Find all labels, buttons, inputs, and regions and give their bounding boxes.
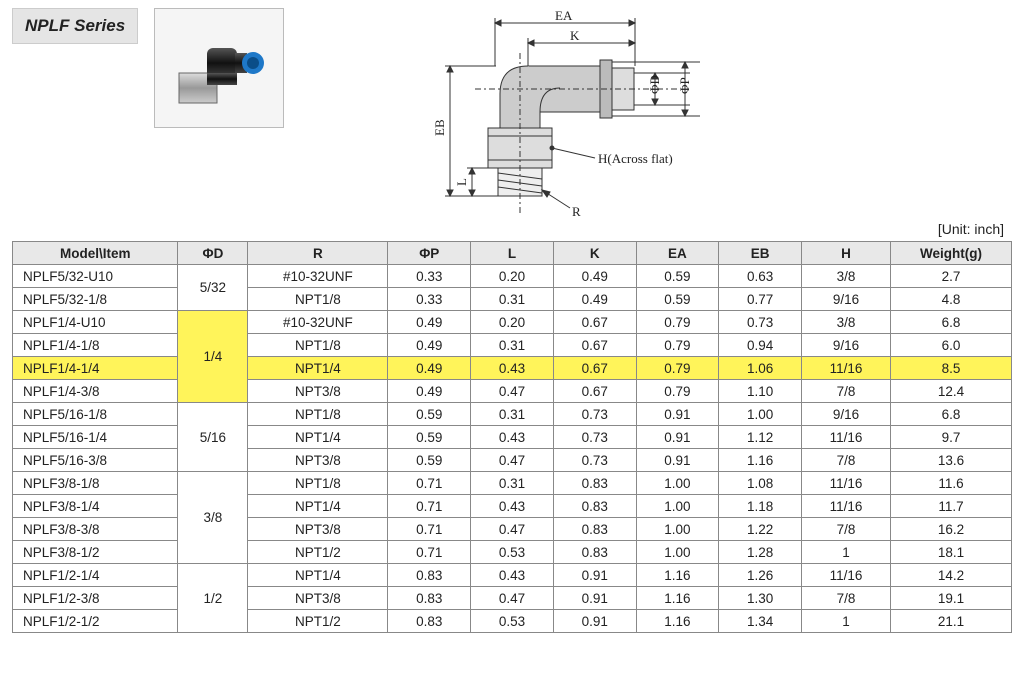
col-header: K bbox=[553, 242, 636, 265]
table-row: NPLF3/8-1/4NPT1/40.710.430.831.001.1811/… bbox=[13, 495, 1012, 518]
table-row: NPLF1/4-U101/4#10-32UNF0.490.200.670.790… bbox=[13, 311, 1012, 334]
table-row: NPLF1/4-3/8NPT3/80.490.470.670.791.107/8… bbox=[13, 380, 1012, 403]
col-header: Weight(g) bbox=[891, 242, 1012, 265]
col-header: R bbox=[248, 242, 388, 265]
dim-label-k: K bbox=[570, 28, 580, 43]
col-header: EA bbox=[636, 242, 719, 265]
table-row: NPLF5/32-1/8NPT1/80.330.310.490.590.779/… bbox=[13, 288, 1012, 311]
dim-label-h: H(Across flat) bbox=[598, 151, 673, 166]
dimension-diagram: EA K ΦD ΦP EB L H(Across flat) R bbox=[400, 8, 780, 233]
table-row: NPLF1/2-1/41/2NPT1/40.830.430.911.161.26… bbox=[13, 564, 1012, 587]
table-row: NPLF5/16-1/4NPT1/40.590.430.730.911.1211… bbox=[13, 426, 1012, 449]
table-row: NPLF1/2-1/2NPT1/20.830.530.911.161.34121… bbox=[13, 610, 1012, 633]
dim-label-phip: ΦP bbox=[677, 77, 692, 94]
col-header: Model\Item bbox=[13, 242, 178, 265]
dim-label-r: R bbox=[572, 204, 581, 219]
col-header: ΦP bbox=[388, 242, 471, 265]
col-header: H bbox=[802, 242, 891, 265]
table-row: NPLF1/4-1/8NPT1/80.490.310.670.790.949/1… bbox=[13, 334, 1012, 357]
table-row: NPLF1/4-1/4NPT1/40.490.430.670.791.0611/… bbox=[13, 357, 1012, 380]
spec-table: Model\ItemΦDRΦPLKEAEBHWeight(g) NPLF5/32… bbox=[12, 241, 1012, 633]
table-row: NPLF5/16-1/85/16NPT1/80.590.310.730.911.… bbox=[13, 403, 1012, 426]
dim-label-l: L bbox=[454, 178, 469, 186]
unit-label: [Unit: inch] bbox=[938, 221, 1004, 237]
col-header: ΦD bbox=[178, 242, 248, 265]
table-row: NPLF5/32-U105/32#10-32UNF0.330.200.490.5… bbox=[13, 265, 1012, 288]
table-row: NPLF3/8-3/8NPT3/80.710.470.831.001.227/8… bbox=[13, 518, 1012, 541]
product-photo bbox=[154, 8, 284, 128]
header-area: NPLF Series bbox=[12, 8, 1012, 233]
table-header-row: Model\ItemΦDRΦPLKEAEBHWeight(g) bbox=[13, 242, 1012, 265]
col-header: EB bbox=[719, 242, 802, 265]
table-row: NPLF5/16-3/8NPT3/80.590.470.730.911.167/… bbox=[13, 449, 1012, 472]
series-title: NPLF Series bbox=[12, 8, 138, 44]
table-row: NPLF1/2-3/8NPT3/80.830.470.911.161.307/8… bbox=[13, 587, 1012, 610]
table-row: NPLF3/8-1/83/8NPT1/80.710.310.831.001.08… bbox=[13, 472, 1012, 495]
dim-label-ea: EA bbox=[555, 8, 573, 23]
dim-label-phid: ΦD bbox=[647, 75, 662, 94]
dim-label-eb: EB bbox=[432, 119, 447, 136]
table-row: NPLF3/8-1/2NPT1/20.710.530.831.001.28118… bbox=[13, 541, 1012, 564]
col-header: L bbox=[471, 242, 554, 265]
